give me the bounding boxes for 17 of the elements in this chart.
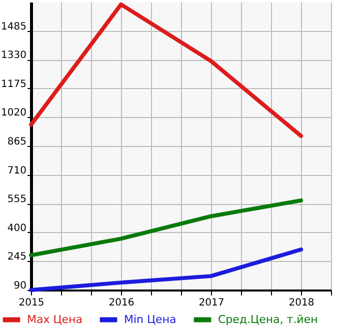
y-tick-label: 400 bbox=[7, 222, 26, 234]
y-tick-label: 555 bbox=[7, 194, 26, 206]
y-tick-label: 710 bbox=[7, 165, 26, 176]
x-tick-label: 2015 bbox=[18, 298, 44, 308]
x-tick-label: 2018 bbox=[288, 298, 314, 308]
legend-label: Min Цена bbox=[124, 312, 176, 326]
y-tick-label: 90 bbox=[14, 280, 26, 292]
y-tick-label: 245 bbox=[7, 252, 26, 263]
legend-label: Сред.Цена, т.йен bbox=[218, 312, 318, 326]
y-tick-label: 865 bbox=[7, 136, 26, 148]
x-tick-label: 2017 bbox=[198, 298, 224, 308]
y-tick-label: 1330 bbox=[1, 50, 26, 62]
x-tick-label: 2016 bbox=[108, 298, 134, 308]
y-tick-label: 1020 bbox=[1, 108, 26, 119]
y-tick-label: 1485 bbox=[1, 21, 26, 32]
legend-label: Max Цена bbox=[27, 312, 82, 326]
y-tick-label: 1175 bbox=[1, 78, 26, 90]
